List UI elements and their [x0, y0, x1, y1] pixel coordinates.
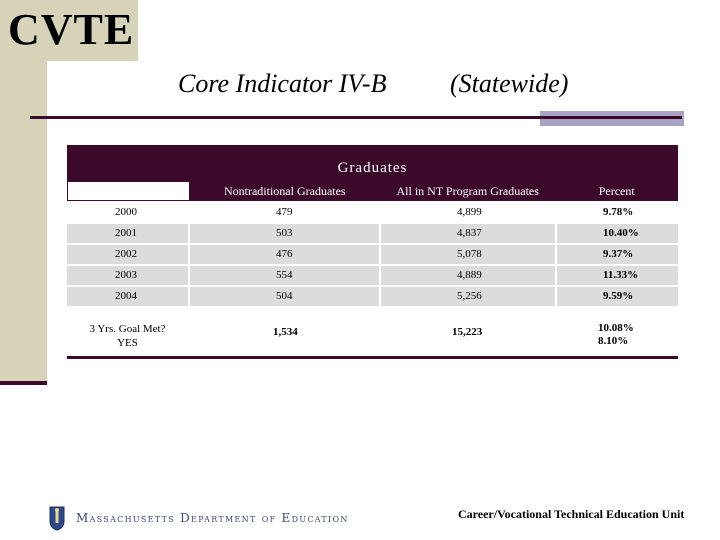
column-header-blank — [68, 182, 189, 200]
cell-nontraditional: 503 — [188, 224, 379, 243]
goal-percent: 10.08% — [598, 322, 634, 334]
cell-year: 2002 — [67, 245, 188, 264]
goal-row: 3 Yrs. Goal Met? YES 1,534 15,223 10.08%… — [67, 314, 678, 359]
goal-answer: YES — [117, 337, 138, 349]
goal-all-total: 15,223 — [452, 326, 483, 338]
column-header-percent: Percent — [598, 184, 635, 198]
cell-percent: 9.37% — [555, 245, 678, 264]
cell-all: 5,256 — [379, 287, 555, 306]
cell-year: 2001 — [67, 224, 188, 243]
goal-label: 3 Yrs. Goal Met? — [89, 323, 166, 335]
column-header-row: Nontraditional Graduates All in NT Progr… — [67, 181, 678, 201]
cell-nontraditional: 504 — [188, 287, 379, 306]
goal-label-cell: 3 Yrs. Goal Met? YES — [67, 314, 188, 356]
table-row: 2003 554 4,889 11.33% — [67, 266, 678, 285]
cell-percent: 9.59% — [555, 287, 678, 306]
footer-unit: Career/Vocational Technical Education Un… — [458, 507, 685, 521]
cell-nontraditional: 479 — [188, 203, 379, 222]
table-row: 2000 479 4,899 9.78% — [67, 203, 678, 222]
department-logo: Massachusetts Department of Education — [48, 505, 349, 531]
cell-percent: 9.78% — [555, 203, 678, 222]
page-title: Core Indicator IV-B — [178, 69, 387, 98]
column-header-nontraditional: Nontraditional Graduates — [223, 184, 346, 198]
sidebar-bottom-rule — [0, 381, 47, 385]
title-rule — [30, 116, 682, 119]
left-sidebar-band — [0, 0, 47, 385]
department-name: Massachusetts Department of Education — [76, 511, 349, 525]
table-row: 2001 503 4,837 10.40% — [67, 224, 678, 243]
graduates-table: Graduates Nontraditional Graduates All i… — [67, 145, 678, 359]
cell-all: 4,899 — [379, 203, 555, 222]
table-row: 2004 504 5,256 9.59% — [67, 287, 678, 306]
logo-box: CVTE — [0, 0, 138, 61]
cell-year: 2004 — [67, 287, 188, 306]
massachusetts-seal-icon — [49, 506, 65, 531]
cell-year: 2003 — [67, 266, 188, 285]
cell-percent: 11.33% — [555, 266, 678, 285]
goal-nontraditional-total: 1,534 — [273, 326, 298, 338]
logo-text: CVTE — [8, 5, 135, 54]
cell-all: 4,837 — [379, 224, 555, 243]
page-subtitle: (Statewide) — [450, 69, 569, 98]
cell-all: 4,889 — [379, 266, 555, 285]
goal-percent-cell: 10.08% 8.10% — [555, 314, 678, 356]
table-heading: Graduates — [67, 145, 678, 181]
cell-percent: 10.40% — [555, 224, 678, 243]
cell-nontraditional: 554 — [188, 266, 379, 285]
column-header-all: All in NT Program Graduates — [396, 184, 539, 198]
goal-target-percent: 8.10% — [598, 335, 629, 347]
cell-nontraditional: 476 — [188, 245, 379, 264]
table-row: 2002 476 5,078 9.37% — [67, 245, 678, 264]
cell-year: 2000 — [115, 206, 137, 218]
cell-all: 5,078 — [379, 245, 555, 264]
